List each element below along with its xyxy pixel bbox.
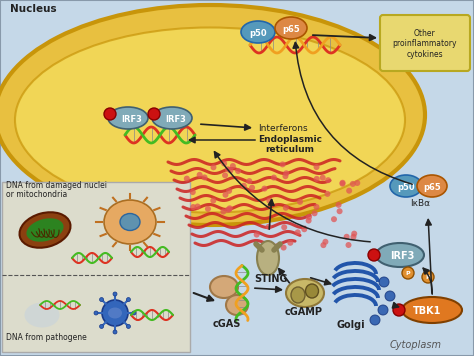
Circle shape <box>368 249 380 261</box>
Ellipse shape <box>15 27 405 213</box>
Circle shape <box>266 198 273 204</box>
Text: P: P <box>406 271 410 276</box>
Ellipse shape <box>275 17 307 39</box>
Text: p65: p65 <box>423 183 441 192</box>
Circle shape <box>320 242 327 248</box>
Circle shape <box>346 242 352 248</box>
Circle shape <box>222 192 228 198</box>
Text: STING: STING <box>254 274 288 284</box>
Ellipse shape <box>25 303 60 328</box>
Ellipse shape <box>19 212 71 248</box>
Ellipse shape <box>286 279 324 307</box>
Circle shape <box>249 185 255 191</box>
Circle shape <box>402 267 414 279</box>
Circle shape <box>94 311 98 315</box>
Circle shape <box>222 172 228 178</box>
Text: DNA from damaged nuclei: DNA from damaged nuclei <box>6 181 107 190</box>
Circle shape <box>319 175 326 181</box>
Circle shape <box>227 205 233 211</box>
Circle shape <box>148 108 160 120</box>
Circle shape <box>210 198 216 204</box>
Text: Golgi: Golgi <box>337 320 365 330</box>
Circle shape <box>295 229 301 235</box>
Circle shape <box>325 177 331 183</box>
Circle shape <box>225 166 231 172</box>
Circle shape <box>306 218 311 224</box>
Text: Nucleus: Nucleus <box>10 4 56 14</box>
Circle shape <box>281 245 287 251</box>
Text: Cytoplasm: Cytoplasm <box>390 340 442 350</box>
Circle shape <box>221 161 227 167</box>
Circle shape <box>271 174 277 180</box>
Circle shape <box>393 304 405 316</box>
Circle shape <box>283 173 289 179</box>
Text: IRF3: IRF3 <box>390 251 414 261</box>
Ellipse shape <box>120 214 140 230</box>
Ellipse shape <box>226 295 248 315</box>
Circle shape <box>246 178 252 184</box>
Text: IRF3: IRF3 <box>121 115 143 124</box>
Circle shape <box>235 168 241 174</box>
Circle shape <box>226 188 232 194</box>
Circle shape <box>262 185 267 192</box>
Ellipse shape <box>257 241 279 275</box>
Circle shape <box>346 188 352 194</box>
Ellipse shape <box>108 107 148 129</box>
Circle shape <box>265 224 272 230</box>
Text: or mitochondria: or mitochondria <box>6 190 67 199</box>
Circle shape <box>336 202 342 208</box>
Circle shape <box>311 210 318 216</box>
Circle shape <box>314 176 320 182</box>
Circle shape <box>184 176 190 182</box>
Ellipse shape <box>402 297 462 323</box>
Circle shape <box>344 234 350 240</box>
Ellipse shape <box>291 287 305 303</box>
Circle shape <box>254 232 260 237</box>
Circle shape <box>100 324 103 329</box>
Text: Endoplasmic
reticulum: Endoplasmic reticulum <box>258 135 322 154</box>
Text: cGAS: cGAS <box>213 319 241 329</box>
FancyBboxPatch shape <box>380 15 470 71</box>
Circle shape <box>385 291 395 301</box>
Text: cGAMP: cGAMP <box>285 307 323 317</box>
Text: p65: p65 <box>282 25 300 33</box>
Circle shape <box>225 207 231 213</box>
Circle shape <box>241 183 247 189</box>
Circle shape <box>370 315 380 325</box>
Circle shape <box>100 298 103 302</box>
Circle shape <box>422 271 434 283</box>
Ellipse shape <box>306 284 319 298</box>
Circle shape <box>132 311 136 315</box>
Ellipse shape <box>417 175 447 197</box>
Circle shape <box>301 226 307 232</box>
Circle shape <box>226 206 232 213</box>
Circle shape <box>190 189 196 195</box>
Ellipse shape <box>210 276 238 298</box>
Text: DNA from pathogene: DNA from pathogene <box>6 333 87 342</box>
Circle shape <box>197 172 203 178</box>
Circle shape <box>378 305 388 315</box>
Circle shape <box>194 204 201 209</box>
Ellipse shape <box>390 175 422 197</box>
Circle shape <box>281 224 287 230</box>
Circle shape <box>379 277 389 287</box>
Circle shape <box>306 214 312 220</box>
Text: TBK1: TBK1 <box>413 306 441 316</box>
Circle shape <box>113 330 117 334</box>
Circle shape <box>351 231 357 237</box>
Circle shape <box>325 191 330 197</box>
Circle shape <box>201 174 208 180</box>
Text: Other
proinflammatory
cytokines: Other proinflammatory cytokines <box>393 29 457 59</box>
Circle shape <box>337 208 343 214</box>
Circle shape <box>287 240 293 246</box>
Circle shape <box>127 324 130 329</box>
Text: P: P <box>426 275 430 280</box>
Circle shape <box>331 216 337 222</box>
Circle shape <box>313 204 319 210</box>
Circle shape <box>280 161 285 167</box>
Circle shape <box>190 204 196 210</box>
Ellipse shape <box>376 243 424 267</box>
Circle shape <box>210 164 217 170</box>
Circle shape <box>102 300 128 326</box>
